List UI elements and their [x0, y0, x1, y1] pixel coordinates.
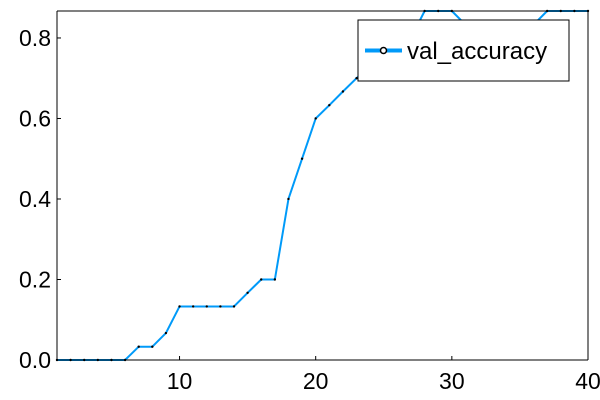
x-tick-label: 30 — [439, 368, 465, 394]
data-point — [219, 305, 222, 308]
x-tick-label: 10 — [167, 368, 193, 394]
data-point — [287, 197, 290, 201]
data-point — [246, 291, 249, 294]
data-point — [314, 117, 317, 120]
data-point — [137, 345, 140, 348]
legend-label: val_accuracy — [407, 38, 547, 65]
data-point — [341, 90, 345, 93]
y-tick-label: 0.2 — [19, 266, 51, 292]
y-tick-label: 0.4 — [19, 186, 51, 212]
data-point — [300, 157, 304, 160]
y-axis-ticks: 0.0 0.2 0.4 0.6 0.8 — [19, 25, 61, 373]
x-axis-ticks: 10 20 30 40 — [167, 356, 600, 394]
data-point — [191, 305, 195, 308]
data-point — [151, 345, 154, 348]
data-point — [260, 278, 263, 281]
legend-marker — [379, 46, 388, 55]
y-tick-label: 0.6 — [19, 105, 51, 131]
data-point — [232, 305, 236, 308]
data-point — [355, 77, 358, 80]
data-point — [178, 305, 181, 308]
data-point — [273, 278, 277, 281]
y-tick-label: 0.8 — [19, 25, 51, 51]
x-tick-label: 40 — [575, 368, 600, 394]
y-tick-label: 0.0 — [19, 347, 51, 373]
data-point — [328, 103, 331, 107]
x-tick-label: 20 — [303, 368, 329, 394]
data-point — [205, 305, 208, 308]
data-point — [164, 331, 168, 335]
legend: val_accuracy — [357, 19, 570, 82]
